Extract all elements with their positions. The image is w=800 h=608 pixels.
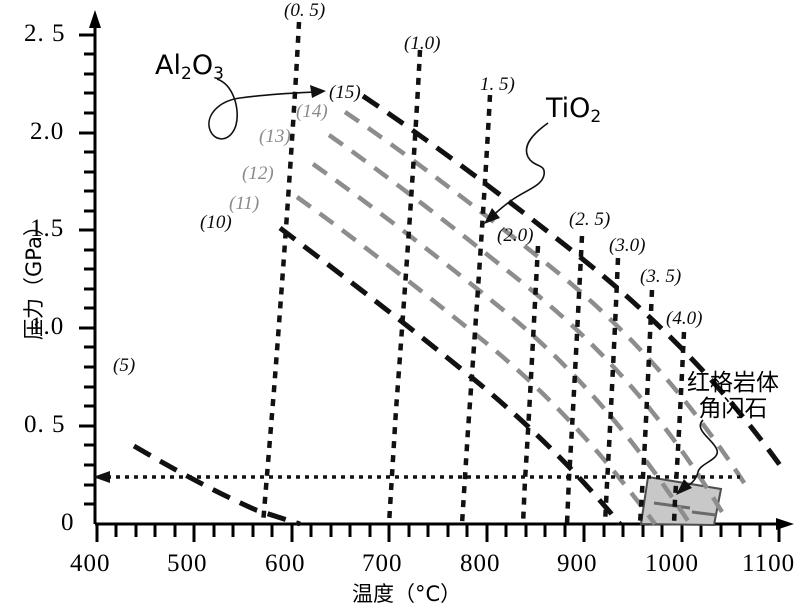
curve-12 <box>311 162 692 526</box>
al2o3-label: Al2O3 <box>155 50 224 84</box>
curve-label-12: (12) <box>242 163 274 184</box>
curve-label-2-0: (2.0) <box>497 225 534 246</box>
tio2-label: TiO2 <box>546 93 602 127</box>
xtick-label-400: 400 <box>70 550 111 577</box>
y-axis-ticks <box>79 33 95 506</box>
sample-annotation-line2: 角闪石 <box>698 396 768 423</box>
y-axis-arrow <box>89 10 101 28</box>
ytick-label-2-5: 2. 5 <box>24 20 66 47</box>
sample-leader <box>683 419 718 490</box>
curve-label-1-0: (1.0) <box>404 33 441 54</box>
curve-14 <box>343 110 752 494</box>
al2o3-leader <box>208 78 315 140</box>
curve-1-5 <box>459 94 493 525</box>
curve-label-3-0: (3.0) <box>609 235 646 256</box>
ytick-label-0: 0 <box>61 509 75 536</box>
sample-box <box>639 475 723 527</box>
tio2-isopleths <box>260 21 687 525</box>
curve-label-11: (11) <box>229 193 260 214</box>
xtick-label-500: 500 <box>167 550 208 577</box>
tio2-leader <box>489 122 549 219</box>
sample-annotation: 红格岩体 角闪石 <box>687 370 779 423</box>
curve-3-5 <box>637 289 655 525</box>
xtick-label-1000: 1000 <box>645 550 699 577</box>
curve-15 <box>361 93 785 470</box>
curve-label-15: (15) <box>329 82 361 103</box>
curve-label-0-5: (0. 5) <box>284 0 326 21</box>
xtick-label-900: 900 <box>557 550 598 577</box>
curve-label-3-5: (3. 5) <box>640 266 682 287</box>
curve-4-0 <box>671 331 687 525</box>
curve-label-4-0: (4.0) <box>666 308 703 329</box>
curve-0-5 <box>260 21 302 525</box>
curve-5 <box>132 443 301 527</box>
tio2-arrowhead <box>484 208 500 224</box>
curve-13 <box>327 133 724 514</box>
axis-lines <box>89 10 794 530</box>
curve-label-14: (14) <box>296 101 328 122</box>
y-axis-title: 压力（GPa） <box>22 215 46 340</box>
xtick-label-1100: 1100 <box>742 550 796 577</box>
sample-arrowhead <box>676 479 692 495</box>
xtick-label-600: 600 <box>265 550 306 577</box>
ytick-label-1-0: 1.0 <box>30 313 65 340</box>
al2o3-isopleths <box>132 93 785 527</box>
curve-11 <box>295 195 657 526</box>
curve-label-13: (13) <box>259 126 291 147</box>
curve-label-5: (5) <box>113 355 136 376</box>
curve-label-1-5: 1. 5) <box>480 74 515 95</box>
curve-label-10: (10) <box>200 212 232 233</box>
x-axis-title: 温度（°C） <box>352 582 462 606</box>
curve-2-5 <box>564 235 585 525</box>
sample-annotation-line1: 红格岩体 <box>687 370 779 396</box>
al2o3-arrowhead <box>310 85 326 98</box>
ytick-label-0-5: 0. 5 <box>24 411 66 438</box>
ytick-label-2-0: 2.0 <box>30 118 65 145</box>
curve-3-0 <box>602 257 621 525</box>
curve-10 <box>278 226 622 526</box>
annotation-leaders <box>208 78 718 495</box>
xtick-label-700: 700 <box>362 550 403 577</box>
x-axis-ticks <box>95 524 781 542</box>
curve-1-0 <box>386 49 423 525</box>
ytick-label-1-5: 1.5 <box>30 215 65 242</box>
pressure-reference-line <box>93 471 740 483</box>
xtick-label-800: 800 <box>460 550 501 577</box>
curve-2-0 <box>520 245 541 525</box>
curve-label-2-5: (2. 5) <box>569 209 611 230</box>
